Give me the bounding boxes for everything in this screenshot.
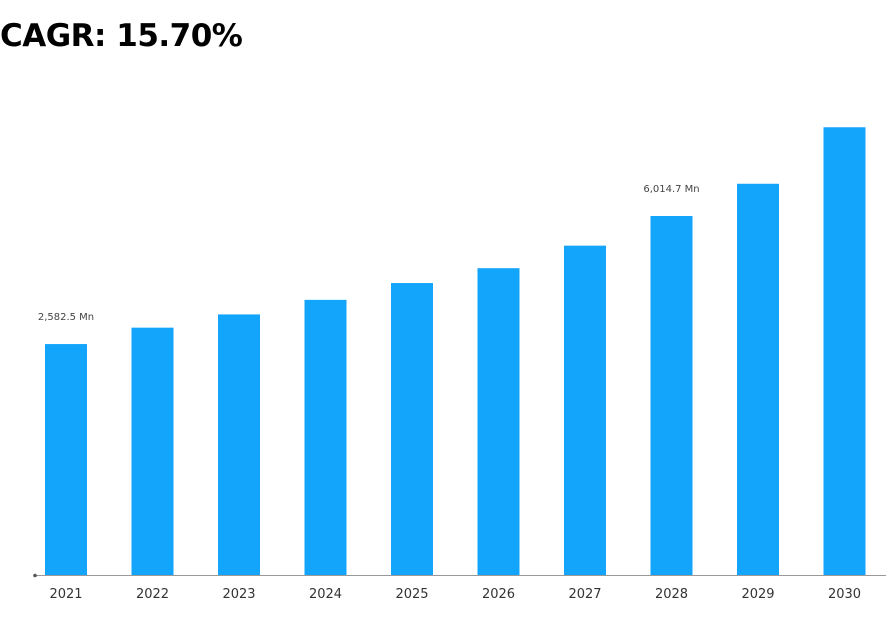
x-tick-label-2026: 2026: [482, 587, 515, 602]
data-labels-group: 2,582.5 Mn 6,014.7 Mn: [38, 184, 700, 323]
bars-group: [45, 127, 866, 576]
bar-2022: [131, 327, 174, 575]
axis-origin-dot: [33, 573, 37, 578]
bar-2023: [218, 314, 260, 575]
bar-2024: [304, 299, 347, 575]
x-tick-label-2021: 2021: [49, 587, 82, 602]
x-tick-label-2028: 2028: [655, 587, 688, 602]
x-tick-label-2023: 2023: [222, 587, 255, 602]
bar-2029: [737, 183, 779, 575]
x-tick-labels-group: 2021 2022 2023 2024 2025 2026 2027 2028 2029 2030: [49, 587, 861, 602]
data-label-2028: 6,014.7 Mn: [643, 184, 699, 195]
x-tick-label-2022: 2022: [136, 587, 169, 602]
x-tick-label-2030: 2030: [828, 587, 861, 602]
x-tick-label-2025: 2025: [395, 587, 428, 602]
bar-2025: [391, 283, 433, 575]
x-tick-label-2024: 2024: [309, 587, 342, 602]
data-label-2021: 2,582.5 Mn: [38, 312, 94, 323]
bar-2030: [823, 127, 866, 575]
chart-title: CAGR: 15.70%: [0, 18, 243, 54]
bar-2026: [477, 268, 520, 575]
x-tick-label-2029: 2029: [741, 587, 774, 602]
bar-2027: [564, 245, 606, 576]
x-tick-label-2027: 2027: [568, 587, 601, 602]
bar-2028: [650, 215, 693, 576]
bar-2021: [45, 344, 87, 575]
